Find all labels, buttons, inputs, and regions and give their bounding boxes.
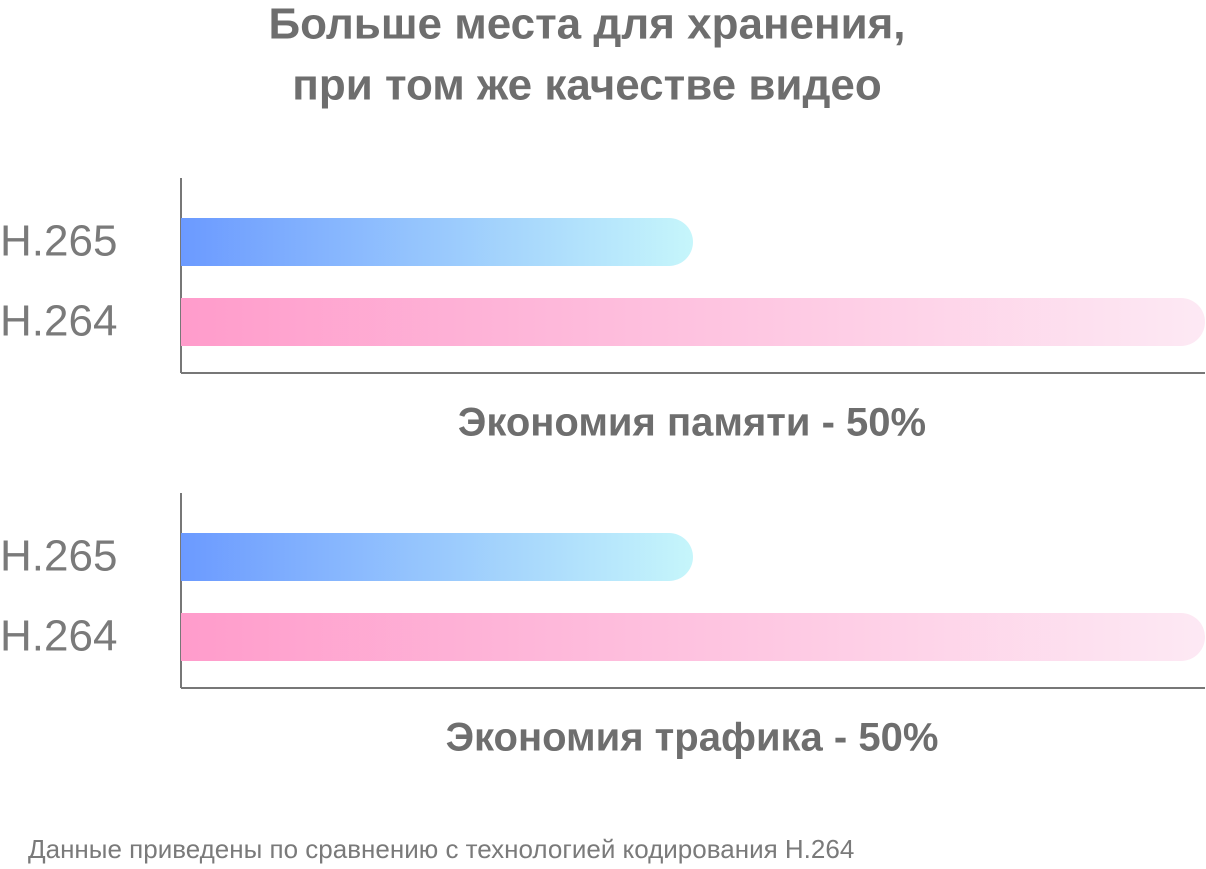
footnote: Данные приведены по сравнению с технолог…	[28, 834, 854, 864]
bar	[181, 298, 1205, 346]
category-label: H.264	[0, 297, 117, 346]
title-line: Больше места для хранения,	[268, 0, 905, 49]
bar	[181, 613, 1205, 661]
chart-caption: Экономия памяти - 50%	[458, 401, 926, 445]
title-line: при том же качестве видео	[292, 61, 881, 110]
chart-caption: Экономия трафика - 50%	[446, 716, 939, 760]
bar	[181, 533, 693, 581]
category-label: H.265	[0, 217, 117, 266]
bar	[181, 218, 693, 266]
category-label: H.264	[0, 612, 117, 661]
category-label: H.265	[0, 532, 117, 581]
